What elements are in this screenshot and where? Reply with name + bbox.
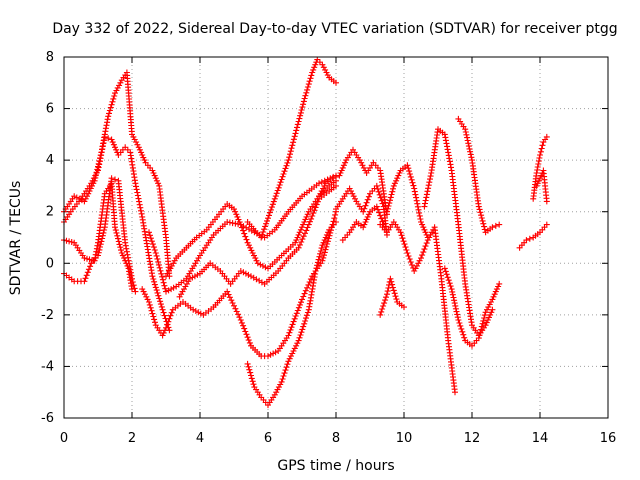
series-markers bbox=[333, 182, 390, 238]
series-markers bbox=[146, 172, 339, 295]
data-series bbox=[421, 126, 496, 339]
x-tick-label: 10 bbox=[396, 431, 413, 446]
y-tick-label: -2 bbox=[41, 308, 54, 323]
x-tick-label: 4 bbox=[196, 431, 204, 446]
y-tick-label: 6 bbox=[46, 102, 54, 117]
data-series bbox=[533, 167, 550, 205]
series-markers bbox=[421, 126, 496, 339]
tick-labels: 0 2 4 6 8 10 12 14 16 -6 -4 -2 0 2 4 6 8 bbox=[41, 50, 616, 446]
series-markers bbox=[377, 219, 458, 396]
data-series bbox=[316, 146, 390, 218]
y-tick-label: 4 bbox=[46, 153, 54, 168]
data-series bbox=[377, 219, 458, 396]
x-tick-label: 0 bbox=[60, 431, 68, 446]
series-markers bbox=[384, 162, 431, 241]
data-series bbox=[176, 182, 339, 300]
series-markers bbox=[339, 203, 387, 244]
x-tick-label: 6 bbox=[264, 431, 272, 446]
data-series bbox=[441, 265, 503, 349]
plot-frame bbox=[63, 56, 609, 419]
y-tick-label: 0 bbox=[46, 256, 54, 271]
y-axis-label: SDTVAR / TECUs bbox=[8, 181, 24, 296]
data-points bbox=[61, 56, 550, 409]
x-tick-label: 2 bbox=[128, 431, 136, 446]
data-series bbox=[384, 162, 431, 241]
series-markers bbox=[516, 221, 550, 251]
series-markers bbox=[377, 275, 407, 318]
chart-title: Day 332 of 2022, Sidereal Day-to-day VTE… bbox=[52, 21, 617, 37]
chart-grid bbox=[64, 57, 608, 418]
data-series bbox=[516, 221, 550, 251]
data-series bbox=[139, 208, 339, 360]
series-markers bbox=[455, 115, 503, 236]
x-tick-label: 12 bbox=[464, 431, 481, 446]
series-markers bbox=[244, 56, 339, 241]
series-markers bbox=[530, 133, 550, 202]
series-markers bbox=[139, 208, 339, 360]
data-series bbox=[339, 203, 387, 244]
x-tick-label: 8 bbox=[332, 431, 340, 446]
data-series bbox=[244, 56, 339, 241]
data-series bbox=[146, 172, 339, 295]
y-tick-label: -4 bbox=[41, 359, 54, 374]
data-series bbox=[333, 182, 390, 238]
data-series bbox=[455, 115, 503, 236]
x-tick-label: 16 bbox=[600, 431, 617, 446]
series-markers bbox=[244, 219, 339, 409]
data-series bbox=[244, 219, 339, 409]
series-markers bbox=[533, 167, 550, 205]
series-markers bbox=[316, 146, 390, 218]
x-tick-label: 14 bbox=[532, 431, 549, 446]
y-tick-label: 8 bbox=[46, 50, 54, 65]
x-axis-label: GPS time / hours bbox=[277, 458, 394, 474]
data-series bbox=[530, 133, 550, 202]
y-tick-label: 2 bbox=[46, 205, 54, 220]
series-markers bbox=[441, 265, 503, 349]
data-series bbox=[377, 275, 407, 318]
y-tick-label: -6 bbox=[41, 411, 54, 426]
series-markers bbox=[176, 182, 339, 300]
